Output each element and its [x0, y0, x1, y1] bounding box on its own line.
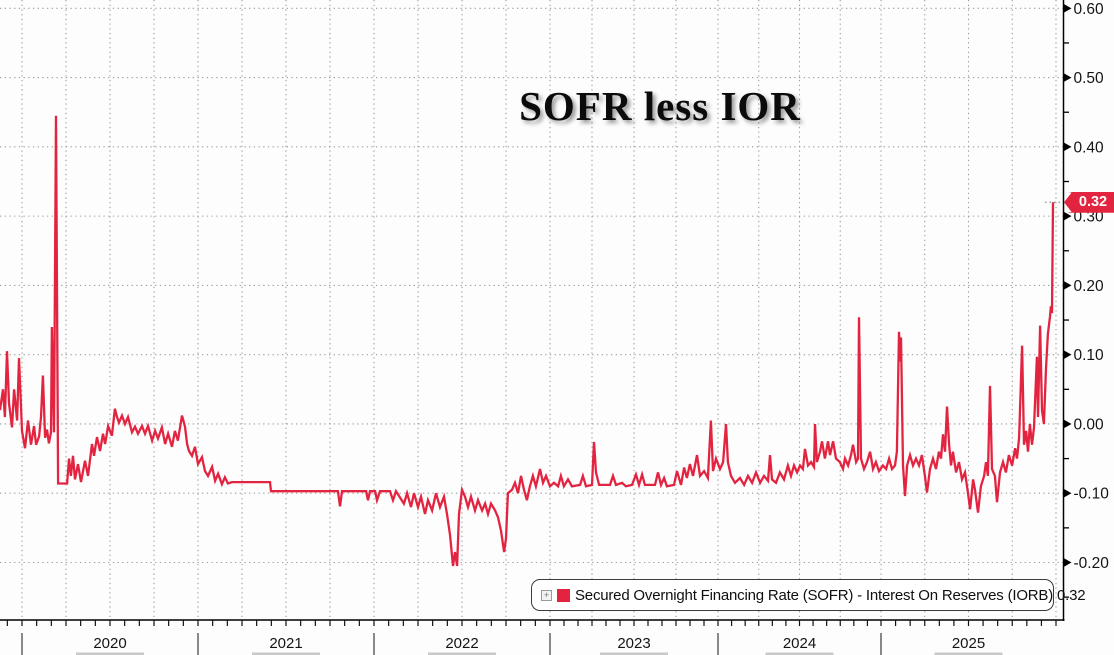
- y-tick-arrow: [1064, 350, 1072, 359]
- x-year-label: 2021: [269, 635, 302, 652]
- chart-title: SOFR less IOR: [519, 83, 801, 129]
- cropped-subrow: [934, 652, 1003, 655]
- cropped-subrow: [252, 652, 320, 655]
- y-tick-arrow: [1064, 211, 1072, 221]
- y-tick-arrow: [1064, 73, 1072, 82]
- y-tick-arrow: [1064, 281, 1072, 290]
- x-year-label: 2024: [783, 635, 816, 652]
- y-tick-arrow: [1064, 419, 1072, 429]
- y-tick-arrow: [1064, 489, 1072, 498]
- legend[interactable]: + Secured Overnight Financing Rate (SOFR…: [531, 579, 1086, 611]
- y-tick-label: 0.60: [1074, 1, 1105, 18]
- y-tick-label: -0.20: [1074, 555, 1110, 572]
- x-year-label: 2023: [617, 635, 650, 652]
- y-tick-arrow: [1064, 4, 1072, 13]
- x-year-label: 2020: [93, 635, 126, 652]
- y-tick-label: -0.10: [1074, 486, 1110, 503]
- x-year-label: 2022: [445, 635, 478, 652]
- cropped-subrow: [600, 652, 668, 655]
- expand-icon[interactable]: +: [541, 589, 552, 601]
- x-year-label: 2025: [952, 635, 985, 652]
- y-tick-label: 0.40: [1074, 139, 1105, 156]
- cropped-subrow: [428, 652, 496, 655]
- y-tick-arrow: [1064, 558, 1072, 567]
- cropped-subrow: [76, 652, 144, 655]
- y-tick-label: 0.30: [1074, 209, 1105, 226]
- cropped-subrow: [765, 652, 834, 655]
- legend-value: 0.32: [1057, 586, 1086, 604]
- legend-label: Secured Overnight Financing Rate (SOFR) …: [575, 586, 1086, 604]
- y-tick-label: 0.20: [1074, 278, 1105, 295]
- legend-swatch: [557, 588, 570, 602]
- series-line: [0, 115, 1055, 567]
- last-price-badge: 0.32: [1064, 191, 1114, 213]
- y-tick-label: 0.50: [1074, 70, 1105, 87]
- y-tick-label: 0.10: [1074, 347, 1105, 364]
- last-price-value: 0.32: [1078, 194, 1108, 211]
- y-tick-label: 0.00: [1074, 416, 1105, 433]
- y-tick-arrow: [1064, 142, 1072, 152]
